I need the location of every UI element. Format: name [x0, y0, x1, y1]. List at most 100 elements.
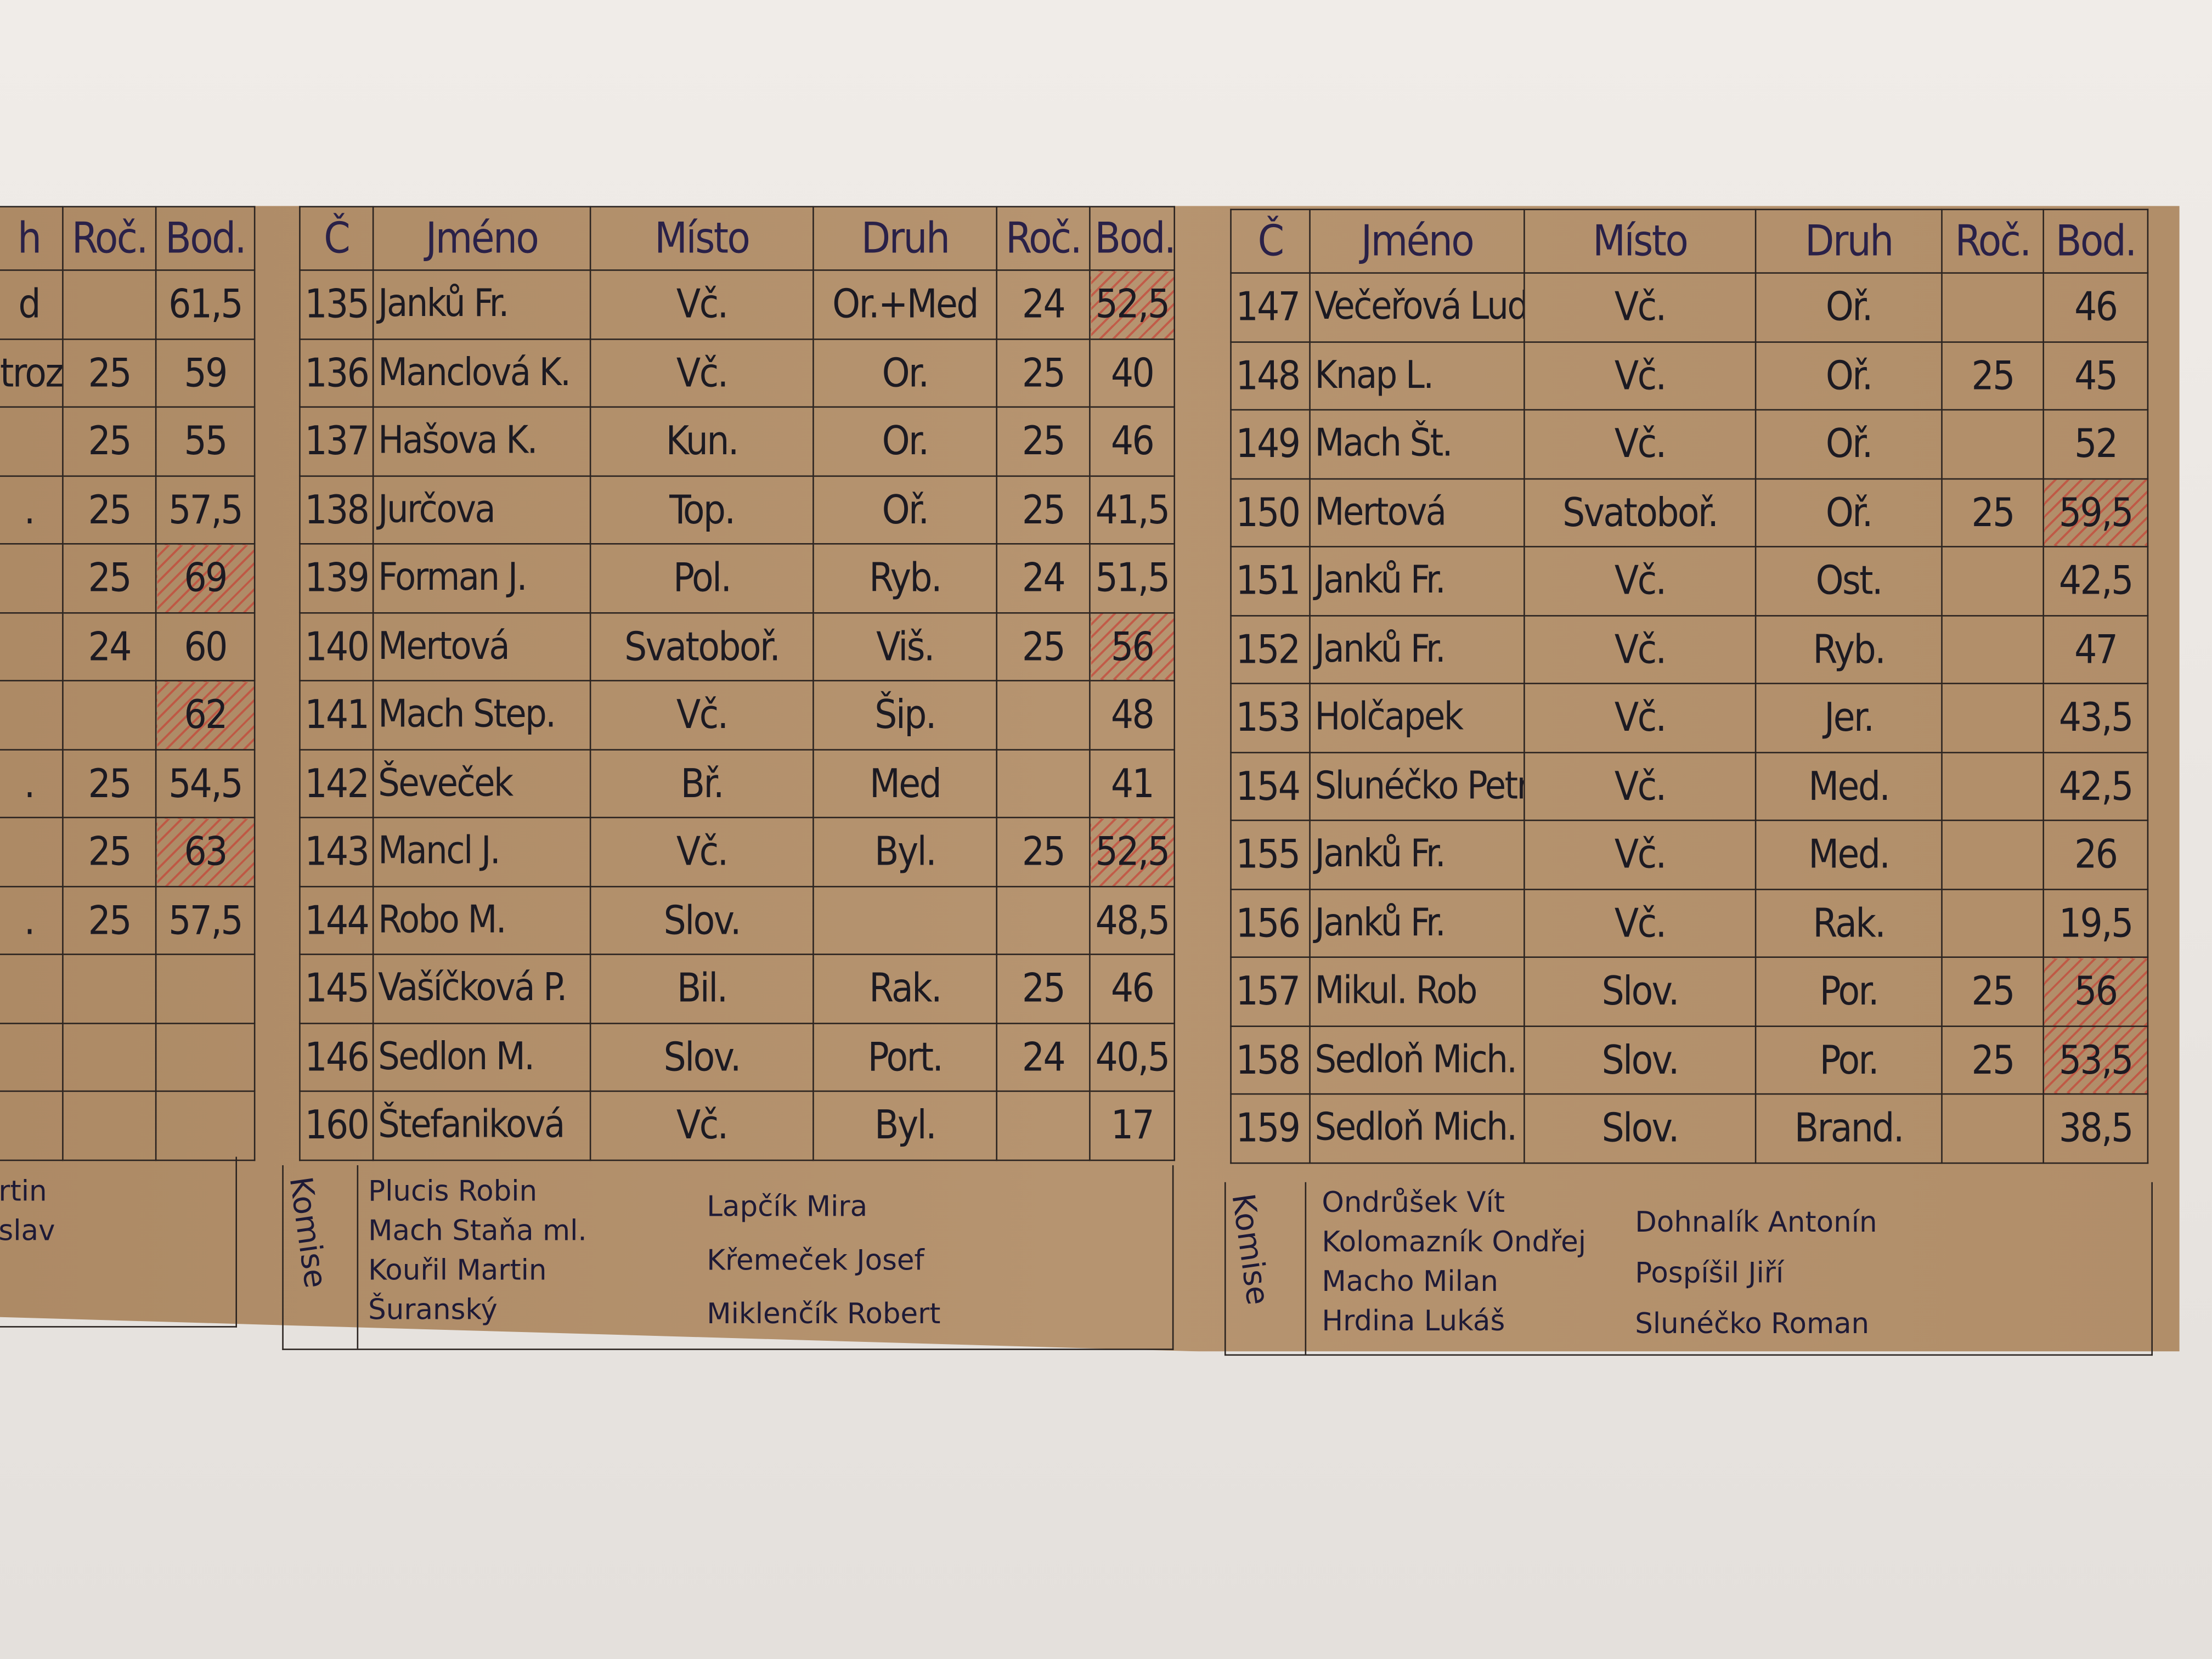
table-cell: 51,5 [1089, 543, 1175, 613]
table-cell [1941, 409, 2044, 479]
table-row [0, 953, 256, 1024]
table-cell: Vč. [589, 816, 814, 887]
table-cell: 59,5 [2042, 477, 2149, 548]
table-cell: 52,5 [1089, 269, 1175, 340]
table-cell: 25 [1941, 341, 2044, 411]
table-row: . 25 57,5 [0, 475, 256, 545]
table-cell: 24 [62, 611, 157, 681]
table-cell: 138 [299, 475, 374, 545]
table-cell [62, 269, 157, 340]
table-cell: Slov. [1523, 956, 1757, 1026]
table-cell: Mertová [1309, 477, 1525, 548]
table-cell: 149 [1230, 409, 1311, 479]
table-cell: 26 [2042, 819, 2149, 890]
table-cell: 40 [1089, 337, 1175, 408]
table-cell [1941, 819, 2044, 890]
commission-member: Pospíšil Jiří [1635, 1255, 1784, 1290]
table-cell: Brand. [1754, 1093, 1943, 1164]
table-cell: 54,5 [155, 748, 256, 819]
table-cell: Kun. [589, 406, 814, 476]
table-cell: 154 [1230, 751, 1311, 821]
table-row: 139 Forman J. Pol. Ryb. 24 51,5 [299, 543, 1175, 613]
table-cell: Oř. [1754, 272, 1943, 342]
table-cell: Med. [1754, 751, 1943, 821]
column-header: Č [299, 206, 374, 271]
table-cell: 25 [62, 816, 157, 887]
table-cell: Mancl J. [372, 816, 591, 887]
left-commission: rtin slav [0, 1156, 237, 1328]
table-cell: . [0, 748, 64, 819]
table-row: troz 25 59 [0, 337, 256, 408]
table-cell: Bil. [589, 953, 814, 1024]
table-cell: Vč. [1523, 751, 1757, 821]
table-cell: 158 [1230, 1025, 1311, 1095]
table-cell: 63 [155, 816, 256, 887]
table-cell: Top. [589, 475, 814, 545]
table-cell: 24 [996, 269, 1091, 340]
table-cell: 47 [2042, 614, 2149, 685]
table-cell: Janků Fr. [1309, 614, 1525, 685]
table-cell: 156 [1230, 888, 1311, 958]
commission-member: slav [0, 1213, 55, 1248]
table-cell [62, 1022, 157, 1092]
table-row: 135 Janků Fr. Vč. Or.+Med 24 52,5 [299, 269, 1175, 340]
table-cell [0, 816, 64, 887]
table-row: . 25 54,5 [0, 748, 256, 819]
middle-commission: Komise Plucis Robin Mach Staňa ml. Kouřil … [281, 1165, 1174, 1350]
left-partial-table: h Roč. Bod. d 61,5 troz 25 59 25 55. 25 57,5 25 69 24 6… [0, 206, 256, 1160]
table-cell: 152 [1230, 614, 1311, 685]
column-header: Bod. [1089, 206, 1175, 271]
table-cell: 69 [155, 543, 256, 613]
commission-member: Plucis Robin [368, 1173, 538, 1208]
table-cell [812, 885, 997, 955]
table-cell: Robo M. [372, 885, 591, 955]
table-cell: 142 [299, 748, 374, 819]
table-cell: 144 [299, 885, 374, 955]
table-cell: Byl. [812, 816, 997, 887]
table-cell: 25 [62, 406, 157, 476]
table-cell [1941, 682, 2044, 753]
table-cell: 153 [1230, 682, 1311, 753]
table-cell: Mertová [372, 611, 591, 681]
table-cell: Vč. [1523, 682, 1757, 753]
table-cell: 46 [1089, 953, 1175, 1024]
table-cell: 57,5 [155, 885, 256, 955]
table-cell: Ost. [1754, 546, 1943, 616]
table-cell: 160 [299, 1090, 374, 1160]
table-cell [0, 1022, 64, 1092]
table-row: 149 Mach Št. Vč. Oř. 52 [1230, 409, 2149, 479]
table-row: 156 Janků Fr. Vč. Rak. 19,5 [1230, 888, 2149, 958]
table-cell: 17 [1089, 1090, 1175, 1160]
table-cell [1941, 272, 2044, 342]
table-cell [155, 1022, 256, 1092]
table-cell: Večeřová Lud. [1309, 272, 1525, 342]
table-row: 141 Mach Step. Vč. Šip. 48 [299, 680, 1175, 750]
table-cell: 45 [2042, 341, 2149, 411]
table-cell [62, 680, 157, 750]
column-header: Roč. [1941, 208, 2044, 274]
table-cell [1941, 546, 2044, 616]
table-cell: 150 [1230, 477, 1311, 548]
table-cell: 159 [1230, 1093, 1311, 1164]
table-cell: Or.+Med [812, 269, 997, 340]
table-row: 142 Ševeček Bř. Med 41 [299, 748, 1175, 819]
table-cell: 52,5 [1089, 816, 1175, 887]
table-row: 140 Mertová Svatoboř. Viš. 25 56 [299, 611, 1175, 681]
table-cell: 62 [155, 680, 256, 750]
table-cell: Hašova K. [372, 406, 591, 476]
table-cell: 147 [1230, 272, 1311, 342]
table-cell: 61,5 [155, 269, 256, 340]
commission-member: Šuranský [368, 1292, 498, 1327]
table-cell: troz [0, 337, 64, 408]
table-cell: . [0, 885, 64, 955]
table-cell: 24 [996, 1022, 1091, 1092]
table-cell: 25 [1941, 956, 2044, 1026]
column-header: Bod. [155, 206, 256, 271]
table-cell: Or. [812, 406, 997, 476]
table-cell: d [0, 269, 64, 340]
table-row: 157 Mikul. Rob Slov. Por. 25 56 [1230, 956, 2149, 1026]
table-cell: Ševeček [372, 748, 591, 819]
table-cell: 25 [996, 406, 1091, 476]
table-cell: Rak. [1754, 888, 1943, 958]
table-cell: 135 [299, 269, 374, 340]
